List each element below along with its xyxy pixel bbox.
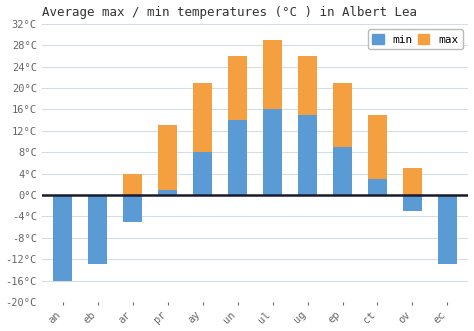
Bar bbox=[368, 115, 387, 195]
Bar bbox=[123, 173, 142, 195]
Bar bbox=[298, 56, 317, 195]
Bar bbox=[158, 190, 177, 195]
Bar bbox=[53, 195, 72, 280]
Bar bbox=[438, 195, 457, 264]
Bar bbox=[88, 195, 107, 211]
Bar bbox=[263, 40, 282, 195]
Text: Average max / min temperatures (°C ) in Albert Lea: Average max / min temperatures (°C ) in … bbox=[42, 6, 417, 19]
Bar bbox=[333, 83, 352, 195]
Bar bbox=[333, 147, 352, 195]
Bar bbox=[263, 110, 282, 195]
Bar bbox=[228, 56, 247, 195]
Bar bbox=[88, 195, 107, 264]
Bar bbox=[193, 152, 212, 195]
Bar bbox=[228, 120, 247, 195]
Bar bbox=[193, 83, 212, 195]
Bar bbox=[403, 195, 422, 211]
Bar bbox=[368, 179, 387, 195]
Bar bbox=[123, 195, 142, 222]
Legend: min, max: min, max bbox=[368, 29, 463, 49]
Bar bbox=[53, 195, 72, 227]
Bar bbox=[438, 195, 457, 216]
Bar bbox=[298, 115, 317, 195]
Bar bbox=[158, 125, 177, 195]
Bar bbox=[403, 168, 422, 195]
